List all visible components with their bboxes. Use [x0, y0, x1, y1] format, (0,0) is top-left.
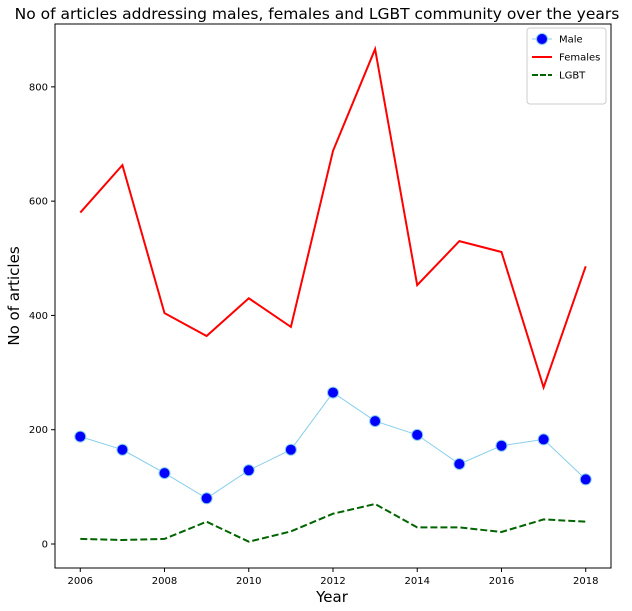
x-tick-label: 2006	[68, 576, 93, 587]
chart-title: No of articles addressing males, females…	[15, 5, 620, 23]
y-axis: 0 200 400 600 800	[29, 82, 55, 551]
male-point	[116, 443, 129, 456]
y-tick-label: 200	[29, 425, 48, 436]
male-point	[495, 439, 508, 452]
x-axis: 2006 2008 2010 2012 2014 2016 2018	[68, 568, 598, 587]
x-tick-label: 2012	[320, 576, 345, 587]
legend-label-lgbt: LGBT	[559, 71, 586, 82]
male-point	[242, 464, 255, 477]
x-tick-label: 2014	[405, 576, 430, 587]
series-line-male	[80, 391, 587, 499]
legend: Male Females LGBT	[526, 27, 607, 105]
male-point	[74, 430, 87, 443]
male-point	[369, 415, 382, 428]
y-axis-label: No of articles	[5, 246, 23, 345]
axes-frame	[54, 23, 612, 569]
male-point	[327, 386, 339, 399]
legend-box	[526, 27, 607, 105]
male-point	[453, 458, 466, 470]
male-point	[411, 428, 424, 441]
y-tick-label: 800	[29, 82, 48, 93]
x-axis-label: Year	[315, 588, 349, 606]
x-tick-label: 2008	[152, 576, 177, 587]
x-tick-label: 2018	[573, 576, 598, 587]
series-line-lgbt	[80, 502, 586, 543]
male-point	[537, 433, 550, 446]
y-tick-label: 0	[42, 540, 48, 551]
male-point	[579, 473, 592, 486]
series-line-females	[79, 45, 587, 391]
male-point	[284, 443, 297, 456]
y-tick-label: 400	[29, 311, 48, 322]
legend-label-females: Females	[559, 53, 600, 64]
x-tick-label: 2016	[489, 576, 514, 587]
legend-marker-male	[536, 33, 548, 45]
y-tick-label: 600	[29, 197, 48, 208]
x-tick-label: 2010	[236, 576, 261, 587]
legend-label-male: Male	[559, 35, 583, 46]
male-point	[200, 492, 213, 505]
plot-area	[74, 45, 592, 543]
male-point	[158, 467, 171, 480]
